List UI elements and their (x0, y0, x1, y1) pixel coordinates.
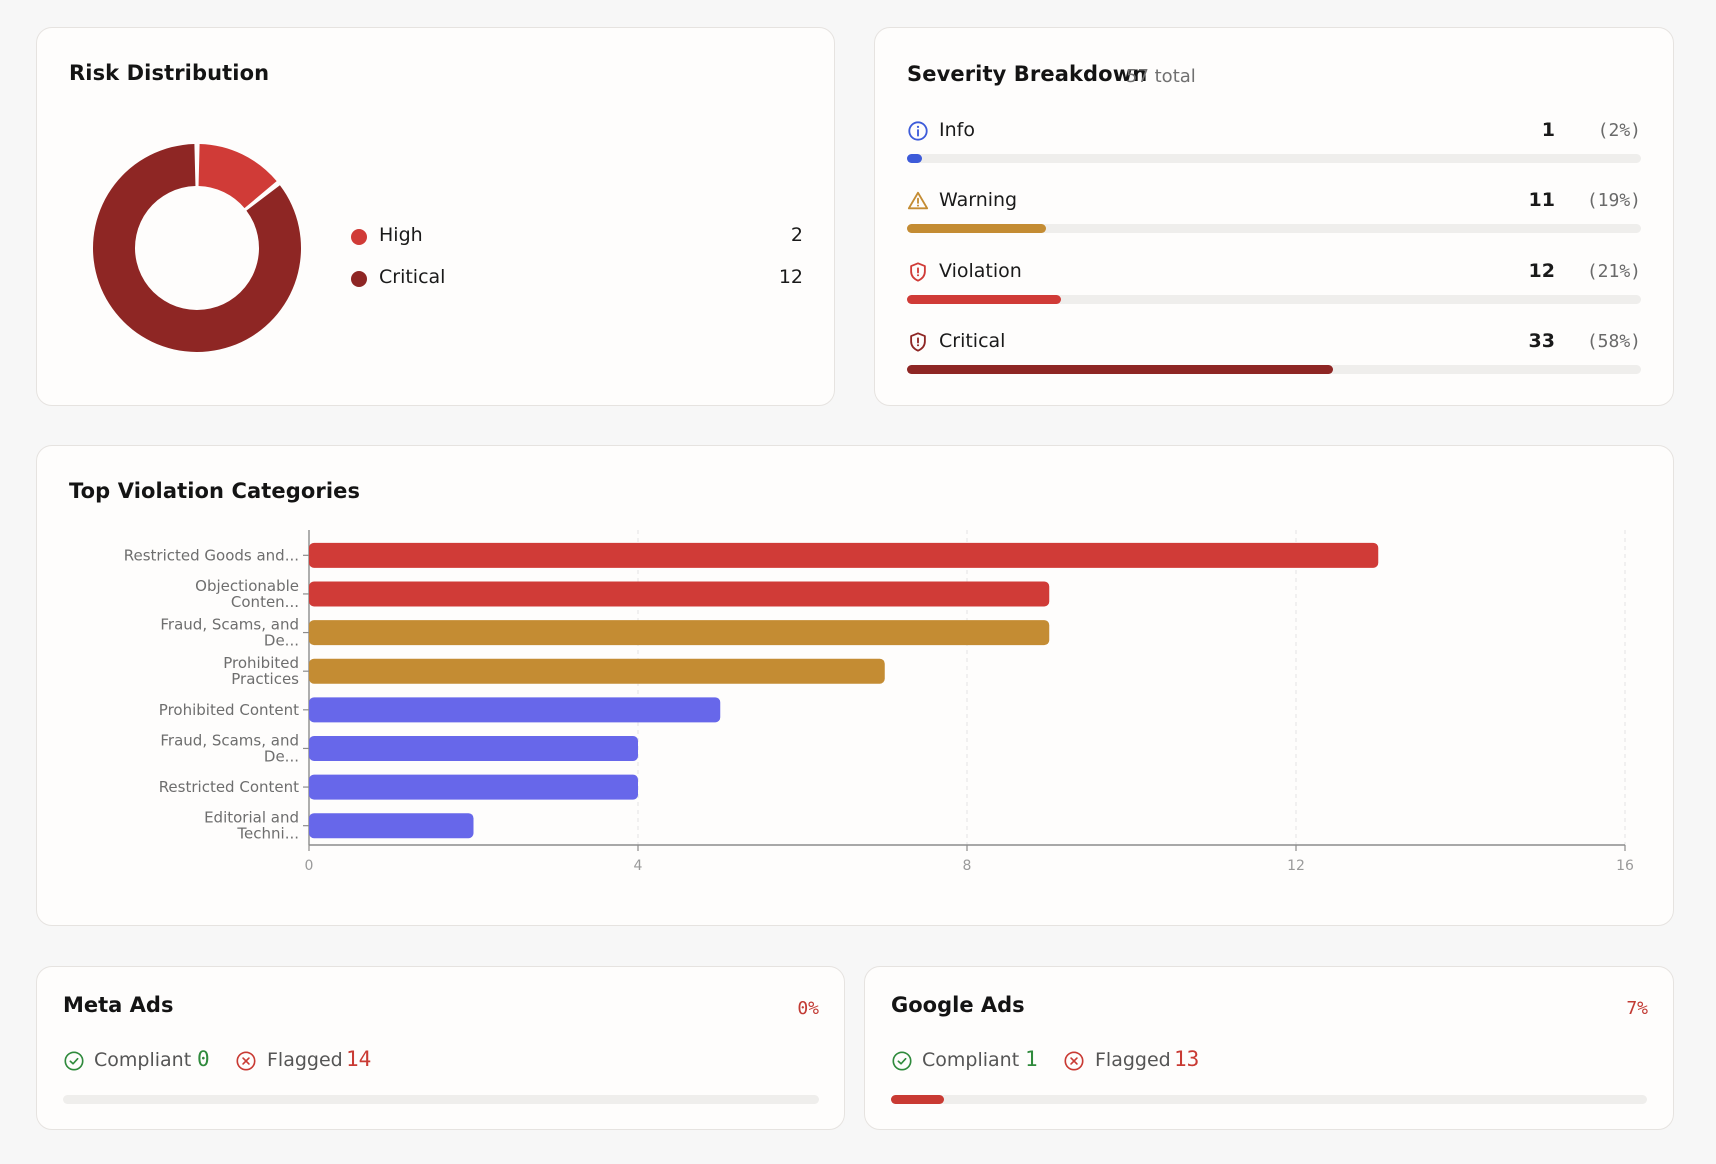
severity-pct-critical: (58%) (1586, 331, 1641, 352)
bar-3[interactable] (309, 658, 885, 684)
severity-label-violation: Violation (939, 260, 1022, 282)
severity-pct-warning: (19%) (1586, 190, 1641, 211)
donut-slice-high[interactable] (198, 144, 277, 209)
severity-count-info: 1 (1541, 119, 1555, 141)
risk-donut-chart (93, 144, 301, 353)
severity-track-critical (907, 365, 1641, 374)
severity-total: 57 total (1126, 66, 1196, 87)
x-tick-label: 4 (634, 858, 643, 874)
category-label: Fraud, Scams, and De... (160, 731, 299, 765)
legend-value-high: 2 (790, 224, 803, 246)
severity-count-violation: 12 (1528, 260, 1555, 282)
meta-ads-rate: 0% (797, 998, 819, 1019)
google-flagged-value: 13 (1174, 1047, 1200, 1071)
severity-row-critical: Critical 33 (58%) (907, 329, 1641, 381)
x-tick-label: 16 (1616, 858, 1634, 874)
severity-row-info: Info 1 (2%) (907, 118, 1641, 170)
severity-row-violation: Violation 12 (21%) (907, 259, 1641, 311)
meta-ads-card: Meta Ads 0% Compliant 0 Flagged 14 (36, 966, 845, 1130)
severity-count-warning: 11 (1528, 189, 1555, 211)
severity-pct-info: (2%) (1597, 120, 1641, 141)
legend-dot-critical (351, 271, 367, 287)
warning-icon (907, 191, 929, 210)
info-icon (908, 121, 928, 141)
severity-track-warning (907, 224, 1641, 233)
severity-pct-violation: (21%) (1586, 261, 1641, 282)
bar-0[interactable] (309, 542, 1379, 568)
category-label: Prohibited Practices (223, 654, 299, 688)
violation-bar-chart: 0 4 8 12 16 Restricted Goods and... Objectiona… (124, 530, 1634, 874)
x-tick-label: 12 (1287, 858, 1305, 874)
severity-fill-violation (907, 295, 1062, 304)
meta-flagged-label: Flagged (267, 1049, 343, 1071)
severity-fill-critical (907, 365, 1333, 374)
bar-4[interactable] (309, 697, 721, 723)
severity-row-warning: Warning 11 (19%) (907, 188, 1641, 240)
top-violation-categories-card: Top Violation Categories 0 4 8 12 16 Restrict… (36, 445, 1674, 926)
shield-alert-icon (910, 332, 926, 352)
google-flagged-label: Flagged (1095, 1049, 1171, 1071)
severity-breakdown-title: Severity Breakdown (907, 62, 1148, 86)
severity-track-violation (907, 295, 1641, 304)
category-label: Objectionable Conten... (195, 577, 299, 611)
legend-value-critical: 12 (778, 266, 803, 288)
legend-label-high: High (379, 224, 423, 246)
severity-label-warning: Warning (939, 189, 1018, 211)
category-label: Restricted Content (159, 778, 299, 796)
x-circle-icon (236, 1051, 256, 1071)
google-ads-progress-track (891, 1095, 1647, 1104)
meta-ads-progress-track (63, 1095, 819, 1104)
legend-label-critical: Critical (379, 266, 446, 288)
bar-5[interactable] (309, 735, 638, 761)
meta-flagged-value: 14 (346, 1047, 372, 1071)
donut-slice-critical[interactable] (93, 144, 301, 353)
severity-fill-info (907, 154, 922, 163)
risk-distribution-card: Risk Distribution High 2 Critical 12 (36, 27, 835, 406)
meta-ads-title: Meta Ads (63, 993, 174, 1017)
severity-track-info (907, 154, 1641, 163)
severity-breakdown-card: Severity Breakdown 57 total Info 1 (2%) … (874, 27, 1674, 406)
bar-6[interactable] (309, 774, 638, 800)
category-label: Restricted Goods and... (124, 546, 299, 564)
bar-1[interactable] (309, 581, 1050, 607)
severity-fill-warning (907, 224, 1047, 233)
legend-dot-high (351, 229, 367, 245)
legend-item-high[interactable]: High 2 (351, 221, 803, 251)
legend-item-critical[interactable]: Critical 12 (351, 263, 803, 293)
x-tick-label: 8 (963, 858, 972, 874)
check-circle-icon (892, 1051, 912, 1071)
meta-compliant-label: Compliant (94, 1049, 192, 1071)
category-label: Editorial and Techni... (204, 809, 299, 843)
category-label: Fraud, Scams, and De... (160, 616, 299, 650)
severity-label-info: Info (939, 119, 975, 141)
bar-7[interactable] (309, 813, 474, 839)
google-compliant-label: Compliant (922, 1049, 1020, 1071)
top-violation-categories-title: Top Violation Categories (69, 479, 361, 503)
meta-compliant-value: 0 (197, 1047, 210, 1071)
x-tick-label: 0 (305, 858, 314, 874)
severity-count-critical: 33 (1528, 330, 1555, 352)
google-compliant-value: 1 (1025, 1047, 1038, 1071)
severity-label-critical: Critical (939, 330, 1006, 352)
google-ads-rate: 7% (1626, 998, 1648, 1019)
risk-distribution-title: Risk Distribution (69, 61, 270, 85)
category-label: Prohibited Content (159, 701, 299, 719)
shield-alert-icon (910, 262, 926, 282)
x-circle-icon (1064, 1051, 1084, 1071)
google-ads-card: Google Ads 7% Compliant 1 Flagged 13 (864, 966, 1674, 1130)
google-ads-title: Google Ads (891, 993, 1025, 1017)
bar-2[interactable] (309, 620, 1050, 646)
google-ads-progress-fill (891, 1095, 944, 1104)
check-circle-icon (64, 1051, 84, 1071)
